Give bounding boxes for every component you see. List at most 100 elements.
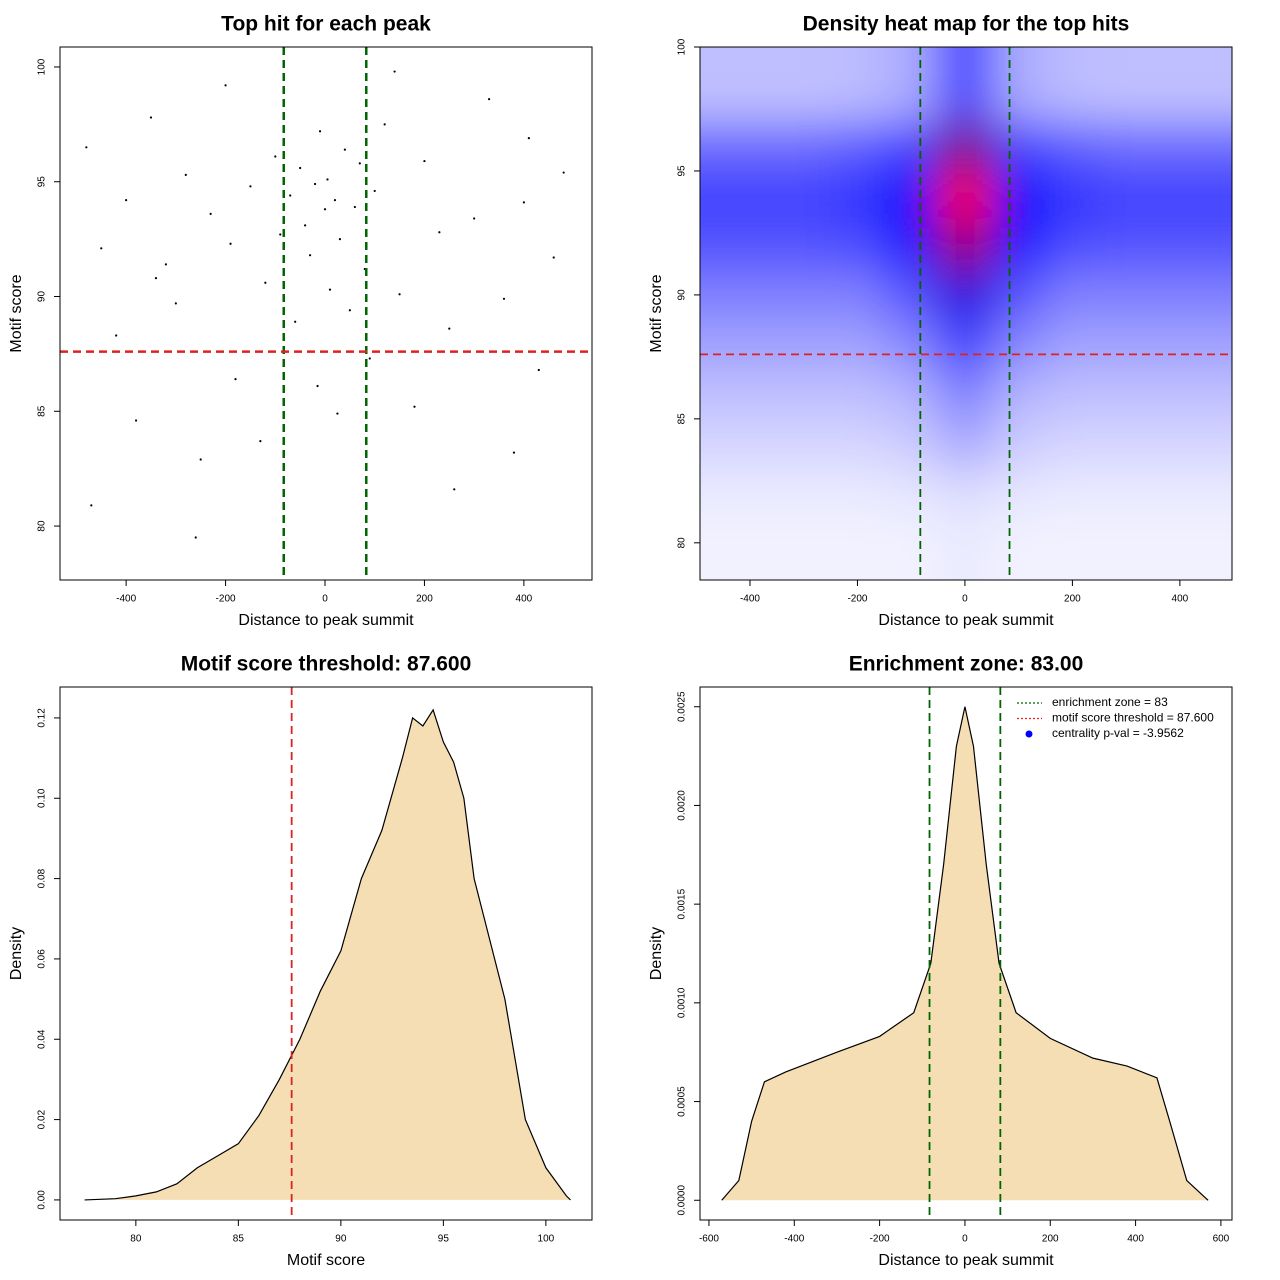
heat-cell [1153, 270, 1232, 321]
density-line [721, 706, 1209, 1201]
point [353, 205, 356, 209]
y-tick-label: 0.02 [37, 1109, 48, 1129]
x-tick-label: -400 [740, 594, 760, 605]
point [328, 288, 332, 291]
heat-cell [1045, 518, 1101, 580]
point [234, 378, 237, 381]
heat-cell [991, 47, 1047, 123]
heat-cell [991, 518, 1047, 580]
heat-cell [1153, 418, 1232, 470]
heat-cell [776, 270, 832, 321]
y-tick-label: 80 [37, 520, 48, 532]
heat-cell [700, 369, 778, 420]
y-tick-label: 0.00 [37, 1190, 48, 1210]
heat-cell [776, 121, 832, 172]
heat-cell [938, 418, 993, 470]
heat-cell [1099, 220, 1155, 272]
heat-cell [776, 220, 832, 272]
heat-cell [776, 319, 832, 371]
x-tick-label: -600 [699, 1234, 719, 1245]
chart-title: Enrichment zone: 83.00 [849, 653, 1084, 676]
heat-cell [1099, 270, 1155, 321]
x-tick-label: 200 [1042, 1234, 1059, 1245]
heat-cell [700, 121, 778, 172]
point [527, 137, 530, 140]
point [383, 123, 386, 126]
x-tick-label: 0 [962, 594, 968, 605]
point [289, 194, 292, 197]
point [174, 302, 177, 305]
heat-cell [830, 220, 886, 272]
point [473, 217, 476, 220]
point [373, 189, 376, 193]
point [343, 148, 346, 151]
heat-cell [830, 121, 886, 172]
point [438, 231, 441, 234]
point [338, 238, 342, 241]
point [249, 185, 252, 188]
y-tick-label: 95 [37, 176, 48, 188]
point [308, 254, 312, 257]
x-tick-label: 400 [1127, 1234, 1144, 1245]
heat-cell [991, 121, 1047, 172]
point [304, 224, 307, 227]
heat-cell [938, 47, 993, 123]
x-tick-label: -200 [216, 594, 236, 605]
x-tick-label: -200 [870, 1234, 890, 1245]
y-axis-label: Density [8, 927, 25, 980]
heat-cell [938, 220, 993, 272]
x-axis-label: Distance to peak summit [878, 612, 1054, 629]
heat-cell [776, 418, 832, 470]
point [537, 368, 540, 372]
point [522, 201, 525, 204]
x-tick-label: 90 [335, 1234, 347, 1245]
heat-cell [1153, 121, 1232, 172]
heat-cell [884, 170, 940, 222]
x-axis-label: Distance to peak summit [878, 1252, 1054, 1269]
y-tick-label: 0.0015 [677, 888, 688, 919]
heat-cell [830, 319, 886, 371]
y-tick-label: 100 [677, 38, 688, 55]
panel: Top hit for each peak Distance to peak su… [8, 13, 593, 629]
heat-cell [1153, 47, 1232, 123]
point [274, 155, 277, 158]
y-tick-label: 0.12 [37, 708, 48, 728]
x-tick-label: 95 [438, 1234, 450, 1245]
heat-cell [991, 220, 1047, 272]
heat-cell [700, 418, 778, 470]
heat-cell [830, 170, 886, 222]
heat-cell [884, 270, 940, 321]
legend-label: centrality p-val = -3.9562 [1052, 726, 1184, 740]
heat-cell [938, 270, 993, 321]
heat-cell [884, 418, 940, 470]
point [115, 334, 118, 337]
chart-title: Density heat map for the top hits [803, 13, 1130, 36]
x-tick-label: 600 [1213, 1234, 1230, 1245]
x-tick-label: 0 [322, 594, 328, 605]
point [149, 116, 153, 119]
plot-frame [59, 46, 593, 581]
x-tick-label: 400 [516, 594, 533, 605]
y-tick-label: 95 [677, 165, 688, 177]
point [502, 297, 506, 300]
heat-cell [1153, 319, 1232, 371]
y-axis-label: Density [648, 927, 665, 980]
point [125, 199, 128, 202]
point [398, 293, 401, 296]
heat-cell [884, 468, 940, 520]
heat-cell [700, 220, 778, 272]
x-tick-label: 200 [416, 594, 433, 605]
heat-cell [1045, 121, 1101, 172]
x-tick-label: 0 [962, 1234, 968, 1245]
heat-cell [1099, 418, 1155, 470]
point [413, 405, 416, 408]
heat-cell [1045, 270, 1101, 321]
heat-cell [1099, 170, 1155, 222]
point [279, 233, 282, 236]
point [358, 162, 361, 165]
heat-cells [700, 47, 1232, 580]
heat-cell [700, 170, 778, 222]
heat-cell [884, 369, 940, 420]
point [448, 327, 451, 330]
x-tick-label: 100 [538, 1234, 555, 1245]
